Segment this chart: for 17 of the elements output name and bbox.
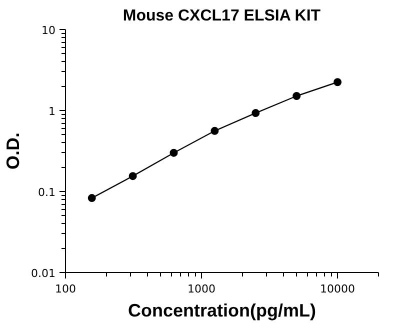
y-tick-label: 1 <box>48 105 56 118</box>
point <box>334 78 342 86</box>
x-tick-label: 10000 <box>320 282 356 296</box>
x-tick-label: 1000 <box>188 282 216 296</box>
point <box>252 109 260 118</box>
point <box>210 126 219 135</box>
y-tick-label: 0.01 <box>31 267 56 280</box>
y-axis-title: O.D. <box>3 132 24 170</box>
point <box>170 148 178 157</box>
x-tick-label: 100 <box>55 282 76 296</box>
point <box>88 194 96 202</box>
chart-title: Mouse CXCL17 ELSIA KIT <box>122 8 321 24</box>
y-tick-label: 0.1 <box>38 186 56 199</box>
y-tick-label: 10 <box>42 24 56 37</box>
point <box>292 92 301 100</box>
x-axis-title: Concentration(pg/mL) <box>128 300 316 320</box>
point <box>128 172 137 180</box>
